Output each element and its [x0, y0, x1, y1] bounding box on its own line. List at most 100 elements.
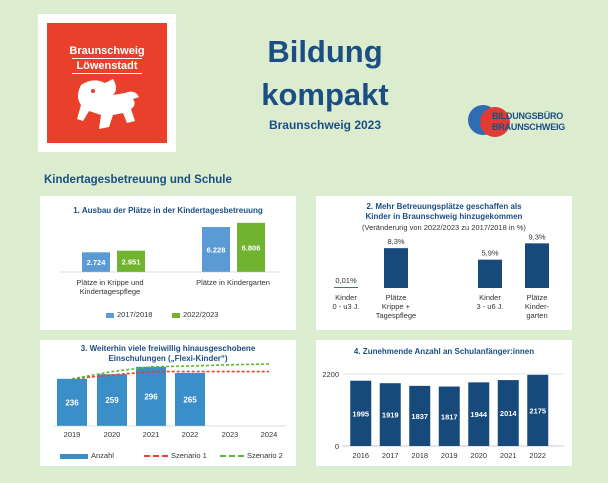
chart2-value-label-1: 8,3%: [387, 237, 404, 246]
chart1-category-2: Plätze in Kindergarten: [196, 278, 270, 287]
chart4-svg: 2200 0 1995 2016 1919 2017 1837 2018 1817 2019 194…: [322, 370, 564, 460]
chart4-bar-label-5: 2014: [500, 409, 518, 418]
city-logo-badge: Braunschweig Löwenstadt: [47, 23, 167, 143]
chart3-title-line1: 3. Weiterhin viele freiwillig hinausgesc…: [80, 344, 256, 353]
chart1-bar-label-1-0: 2.951: [122, 257, 141, 266]
chart4-bar-2: [409, 385, 431, 446]
chart2-cat2-line3: Tagespflege: [375, 311, 417, 320]
lion-icon: [77, 79, 139, 129]
chart2-category-1: Kinder 0 - u3 J.: [322, 293, 370, 311]
chart-panel-1: 1. Ausbau der Plätze in der Kindertagesb…: [40, 196, 296, 330]
chart4-y-tick-top: 2200: [322, 370, 339, 379]
logo-circle-red: [480, 107, 510, 137]
chart4-x-label-0: 2016: [352, 451, 369, 460]
chart2-svg: 0,01% 8,3% 5,9% 9,3%: [334, 232, 549, 288]
chart3-x-label-1: 2020: [104, 430, 121, 439]
chart2-title-line2: Kinder in Braunschweig hinzugekommen: [365, 212, 523, 221]
chart4-bar-3: [438, 386, 460, 446]
city-logo-line2: Löwenstadt: [76, 60, 138, 72]
city-logo: Braunschweig Löwenstadt: [38, 14, 176, 152]
page-subtitle: Braunschweig 2023: [268, 118, 382, 132]
chart2-bar-3: [525, 243, 549, 288]
chart2-bar-0: [334, 287, 358, 288]
chart3-bar-2: [136, 366, 166, 426]
bb-logo-line2: BRAUNSCHWEIG: [492, 122, 566, 132]
chart2-cat3-line2: 3 - u6 J.: [476, 302, 504, 311]
chart1-category-1-line1: Plätze in Krippe und: [76, 278, 144, 287]
chart3-x-label-0: 2019: [64, 430, 81, 439]
chart3-line-1: [71, 363, 270, 380]
chart1-bar-label-0-0: 2.724: [87, 258, 107, 267]
chart3-legend-anzahl-label: Anzahl: [91, 451, 114, 460]
chart4-x-label-3: 2019: [441, 451, 458, 460]
chart2-subtitle: (Veränderung von 2022/2023 zu 2017/2018 …: [362, 223, 526, 232]
chart3-x-label-5: 2024: [261, 430, 278, 439]
chart3-legend-anzahl: Anzahl: [60, 451, 114, 460]
chart2-title-line1: 2. Mehr Betreuungsplätze geschaffen als: [366, 202, 522, 211]
chart3-legend-szenario1: Szenario 1: [144, 451, 207, 460]
chart2-cat1-line1: Kinder: [335, 293, 357, 302]
chart3-legend-s1-label: Szenario 1: [171, 451, 207, 460]
chart4-bar-4: [468, 382, 490, 446]
chart4-y-tick-zero: 0: [335, 442, 339, 451]
chart3-x-label-3: 2022: [182, 430, 199, 439]
chart2-cat4-line3: garten: [526, 311, 548, 320]
section-title: Kindertagesbetreuung und Schule: [44, 174, 232, 186]
chart4-bar-label-3: 1817: [441, 412, 458, 421]
chart1-bar-label-1-1: 6.806: [242, 243, 261, 252]
chart1-bar-0-0: [82, 252, 110, 272]
chart4-x-label-1: 2017: [382, 451, 399, 460]
chart2-cat1-line2: 0 - u3 J.: [332, 302, 360, 311]
bildungsbuero-logo: BILDUNGSBÜRO BRAUNSCHWEIG: [468, 103, 580, 139]
chart2-cat2-line1: Plätze: [385, 293, 407, 302]
chart1-legend-2022-label: 2022/2023: [183, 310, 219, 319]
chart1-bar-1-1: [237, 222, 265, 272]
chart4-title: 4. Zunehmende Anzahl an Schulanfänger:in…: [353, 347, 535, 356]
chart2-title: 2. Mehr Betreuungsplätze geschaffen als …: [316, 202, 572, 222]
chart3-legend-s2-label: Szenario 2: [247, 451, 283, 460]
chart2-cat2-line2: Krippe +: [381, 302, 411, 311]
chart4-x-label-6: 2022: [529, 451, 546, 460]
chart1-bar-label-0-1: 6.228: [207, 246, 226, 255]
chart2-value-label-2: 5,9%: [481, 249, 498, 258]
chart1-bar-0-1: [202, 227, 230, 272]
chart1-svg: 2.724 6.228 2.951 6.806: [60, 222, 280, 273]
chart4-bar-label-1: 1919: [382, 411, 399, 420]
chart3-bar-label-1: 259: [105, 396, 119, 405]
chart2-bar-1: [384, 248, 408, 288]
chart3-legend-szenario2: Szenario 2: [220, 451, 283, 460]
title-line1: Bildung: [267, 34, 383, 69]
chart2-bar-2: [478, 259, 502, 288]
city-logo-line1: Braunschweig: [69, 45, 145, 57]
chart1-category-1-line2: Kindertagespflege: [79, 287, 141, 296]
chart-panel-2: 2. Mehr Betreuungsplätze geschaffen als …: [316, 196, 572, 330]
chart4-bar-5: [497, 380, 519, 446]
chart2-value-label-0: 0,01%: [335, 276, 357, 285]
chart2-cat4-line2: Kinder-: [524, 302, 550, 311]
chart4-bar-1: [379, 383, 401, 446]
chart4-x-label-2: 2018: [411, 451, 428, 460]
chart2-value-label-3: 9,3%: [528, 232, 545, 241]
chart3-x-label-4: 2023: [222, 430, 239, 439]
chart3-bar-label-2: 296: [144, 392, 158, 401]
chart2-category-4: Plätze Kinder- garten: [513, 293, 561, 320]
chart4-bar-0: [350, 380, 372, 446]
chart2-category-3: Kinder 3 - u6 J.: [466, 293, 514, 311]
chart3-x-label-2: 2021: [143, 430, 160, 439]
chart-panel-3: 3. Weiterhin viele freiwillig hinausgesc…: [40, 340, 296, 466]
chart2-category-2: Plätze Krippe + Tagespflege: [372, 293, 420, 320]
chart4-x-label-4: 2020: [470, 451, 487, 460]
chart4-bar-label-4: 1944: [470, 410, 488, 419]
chart4-x-label-5: 2021: [500, 451, 517, 460]
chart3-title: 3. Weiterhin viele freiwillig hinausgesc…: [40, 344, 296, 364]
city-logo-text: Braunschweig Löwenstadt: [47, 45, 167, 75]
chart4-bar-label-6: 2175: [529, 406, 546, 415]
chart1-bar-1-0: [117, 250, 145, 272]
chart1-legend-2017: 2017/2018: [106, 310, 152, 319]
chart3-bar-1: [97, 374, 127, 426]
chart2-cat3-line1: Kinder: [479, 293, 501, 302]
title-line2: kompakt: [261, 77, 389, 112]
chart3-bar-label-0: 236: [65, 398, 79, 407]
chart-panel-4: 4. Zunehmende Anzahl an Schulanfänger:in…: [316, 340, 572, 466]
bb-logo-line1: BILDUNGSBÜRO: [492, 111, 564, 121]
